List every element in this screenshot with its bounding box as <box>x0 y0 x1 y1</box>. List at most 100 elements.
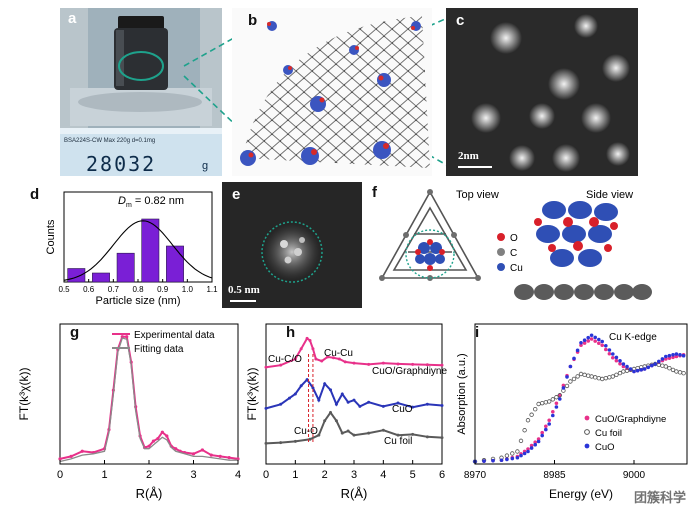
balance-model-text: BSA224S-CW Max 220g d=0.1mg <box>64 138 156 144</box>
series-label-1: CuO <box>392 404 413 415</box>
series-point-1-6 <box>557 393 562 398</box>
series-point-2-9 <box>597 337 601 342</box>
chart-h: CuO/Graphdiyne CuO Cu foil Cu-C/O Cu-Cu Cu-O 0… <box>245 323 447 501</box>
series-point-0-15 <box>151 439 156 443</box>
series-point-0-5 <box>547 418 551 423</box>
series-point-0-27 <box>227 456 231 460</box>
cluster-image <box>222 182 362 308</box>
x-tick-label-4: 4 <box>235 469 241 481</box>
panel-label-a: a <box>68 10 77 27</box>
series-point-2-9 <box>589 333 594 338</box>
series-point-0-12 <box>343 360 347 364</box>
series-point-1-2 <box>515 449 520 454</box>
series-point-1-1 <box>279 402 283 406</box>
series-label-0: CuO/Graphdiyne <box>372 366 447 377</box>
legend-marker-0 <box>584 415 590 421</box>
series-point-2-14 <box>650 363 654 368</box>
series-point-1-7 <box>571 376 577 382</box>
series-point-1-4 <box>540 400 545 406</box>
x-axis-label: R(Å) <box>136 486 163 501</box>
gaussian-fit-line <box>63 220 213 281</box>
series-point-0-3 <box>526 447 530 451</box>
series-point-0-4 <box>305 336 309 340</box>
panel-i-xanes: i CuO/Graphdiyne Cu foil CuO Cu K-edge 8970 8… <box>453 318 694 508</box>
structure-model: O C Cu Top view Side view <box>379 189 652 300</box>
histogram-bar-0 <box>67 268 86 283</box>
series-point-1-17 <box>677 370 683 375</box>
series-point-1-9 <box>593 375 598 380</box>
series-point-2-14 <box>646 365 651 370</box>
series-point-2-3 <box>308 437 312 441</box>
series-point-0-13 <box>352 361 356 365</box>
y-axis-label: FT(k³χ(k)) <box>17 368 31 421</box>
series-point-0-23 <box>191 452 196 456</box>
y-axis-label: Absorption (a.u.) <box>456 353 468 434</box>
series-point-0-12 <box>621 364 626 369</box>
series-point-2-2 <box>515 455 520 460</box>
dm-annotation: Dm = 0.82 nm <box>118 195 184 209</box>
series-point-0-0 <box>58 457 62 461</box>
series-point-1-11 <box>610 374 615 379</box>
x-tick-label-2: 2 <box>146 469 152 481</box>
series-line-0 <box>265 336 443 369</box>
series-point-0-14 <box>367 362 371 366</box>
series-point-2-17 <box>681 353 686 358</box>
series-point-2-16 <box>667 353 672 358</box>
balance-photo <box>60 8 222 176</box>
y-axis-label: Counts <box>45 219 57 254</box>
chart-d: 0.5 0.6 0.7 0.8 0.9 1.0 1.1 Particle size (nm) C… <box>45 191 218 307</box>
series-point-0-3 <box>533 440 538 444</box>
x-tick-label-3: 3 <box>351 469 357 481</box>
series-point-0-18 <box>165 434 169 438</box>
series-point-0-8 <box>579 343 583 348</box>
legend-o-label: O <box>510 233 518 244</box>
series-point-1-5 <box>305 378 309 382</box>
series-point-2-17 <box>678 353 682 357</box>
series-point-1-7 <box>575 374 580 379</box>
series-point-0-2 <box>293 357 297 361</box>
series-point-2-11 <box>611 352 615 356</box>
histogram-bar-2 <box>116 252 135 283</box>
panel-label-e: e <box>232 186 241 203</box>
series-point-1-3 <box>525 418 531 423</box>
legend-label-0: Experimental data <box>134 330 215 341</box>
series-point-2-2 <box>522 451 527 456</box>
series-point-2-10 <box>352 433 356 437</box>
series-point-2-13 <box>396 433 400 437</box>
legend-label-1: Cu foil <box>595 428 622 439</box>
series-point-2-0 <box>264 441 268 445</box>
series-point-1-16 <box>381 404 385 408</box>
series-point-2-16 <box>440 436 444 440</box>
scale-text-c: 2nm <box>458 150 479 162</box>
watermark: 团簇科学 <box>633 490 686 505</box>
series-point-2-0 <box>491 458 495 463</box>
series-point-0-9 <box>593 339 598 343</box>
scale-bar-c <box>458 166 492 168</box>
series-point-2-7 <box>568 364 573 369</box>
legend-c-label: C <box>510 248 517 259</box>
series-point-1-6 <box>564 383 570 389</box>
series-point-0-16 <box>671 355 675 360</box>
cuo-clusters <box>240 21 421 166</box>
series-point-1-1 <box>504 453 510 458</box>
series-point-1-16 <box>670 367 676 373</box>
series-point-0-16 <box>667 356 672 360</box>
series-line-2 <box>265 410 443 445</box>
series-point-2-3 <box>529 446 534 450</box>
series-point-2-8 <box>586 335 591 340</box>
legend-c-swatch <box>497 248 505 256</box>
series-point-1-0 <box>264 406 268 410</box>
top-view-label: Top view <box>456 189 499 201</box>
series-line-1 <box>59 337 238 463</box>
series-point-1-8 <box>578 371 584 377</box>
series-point-2-3 <box>526 449 530 454</box>
series-point-1-19 <box>425 402 429 406</box>
series-point-2-1 <box>510 456 515 461</box>
x-tick-label-1: 1 <box>292 469 298 481</box>
series-point-2-17 <box>674 352 679 356</box>
series-point-1-15 <box>367 400 371 404</box>
series-point-2-1 <box>505 457 509 462</box>
series-point-1-3 <box>533 406 538 412</box>
series-point-2-14 <box>642 367 647 371</box>
x-tick-label-2: 0.7 <box>108 285 120 294</box>
